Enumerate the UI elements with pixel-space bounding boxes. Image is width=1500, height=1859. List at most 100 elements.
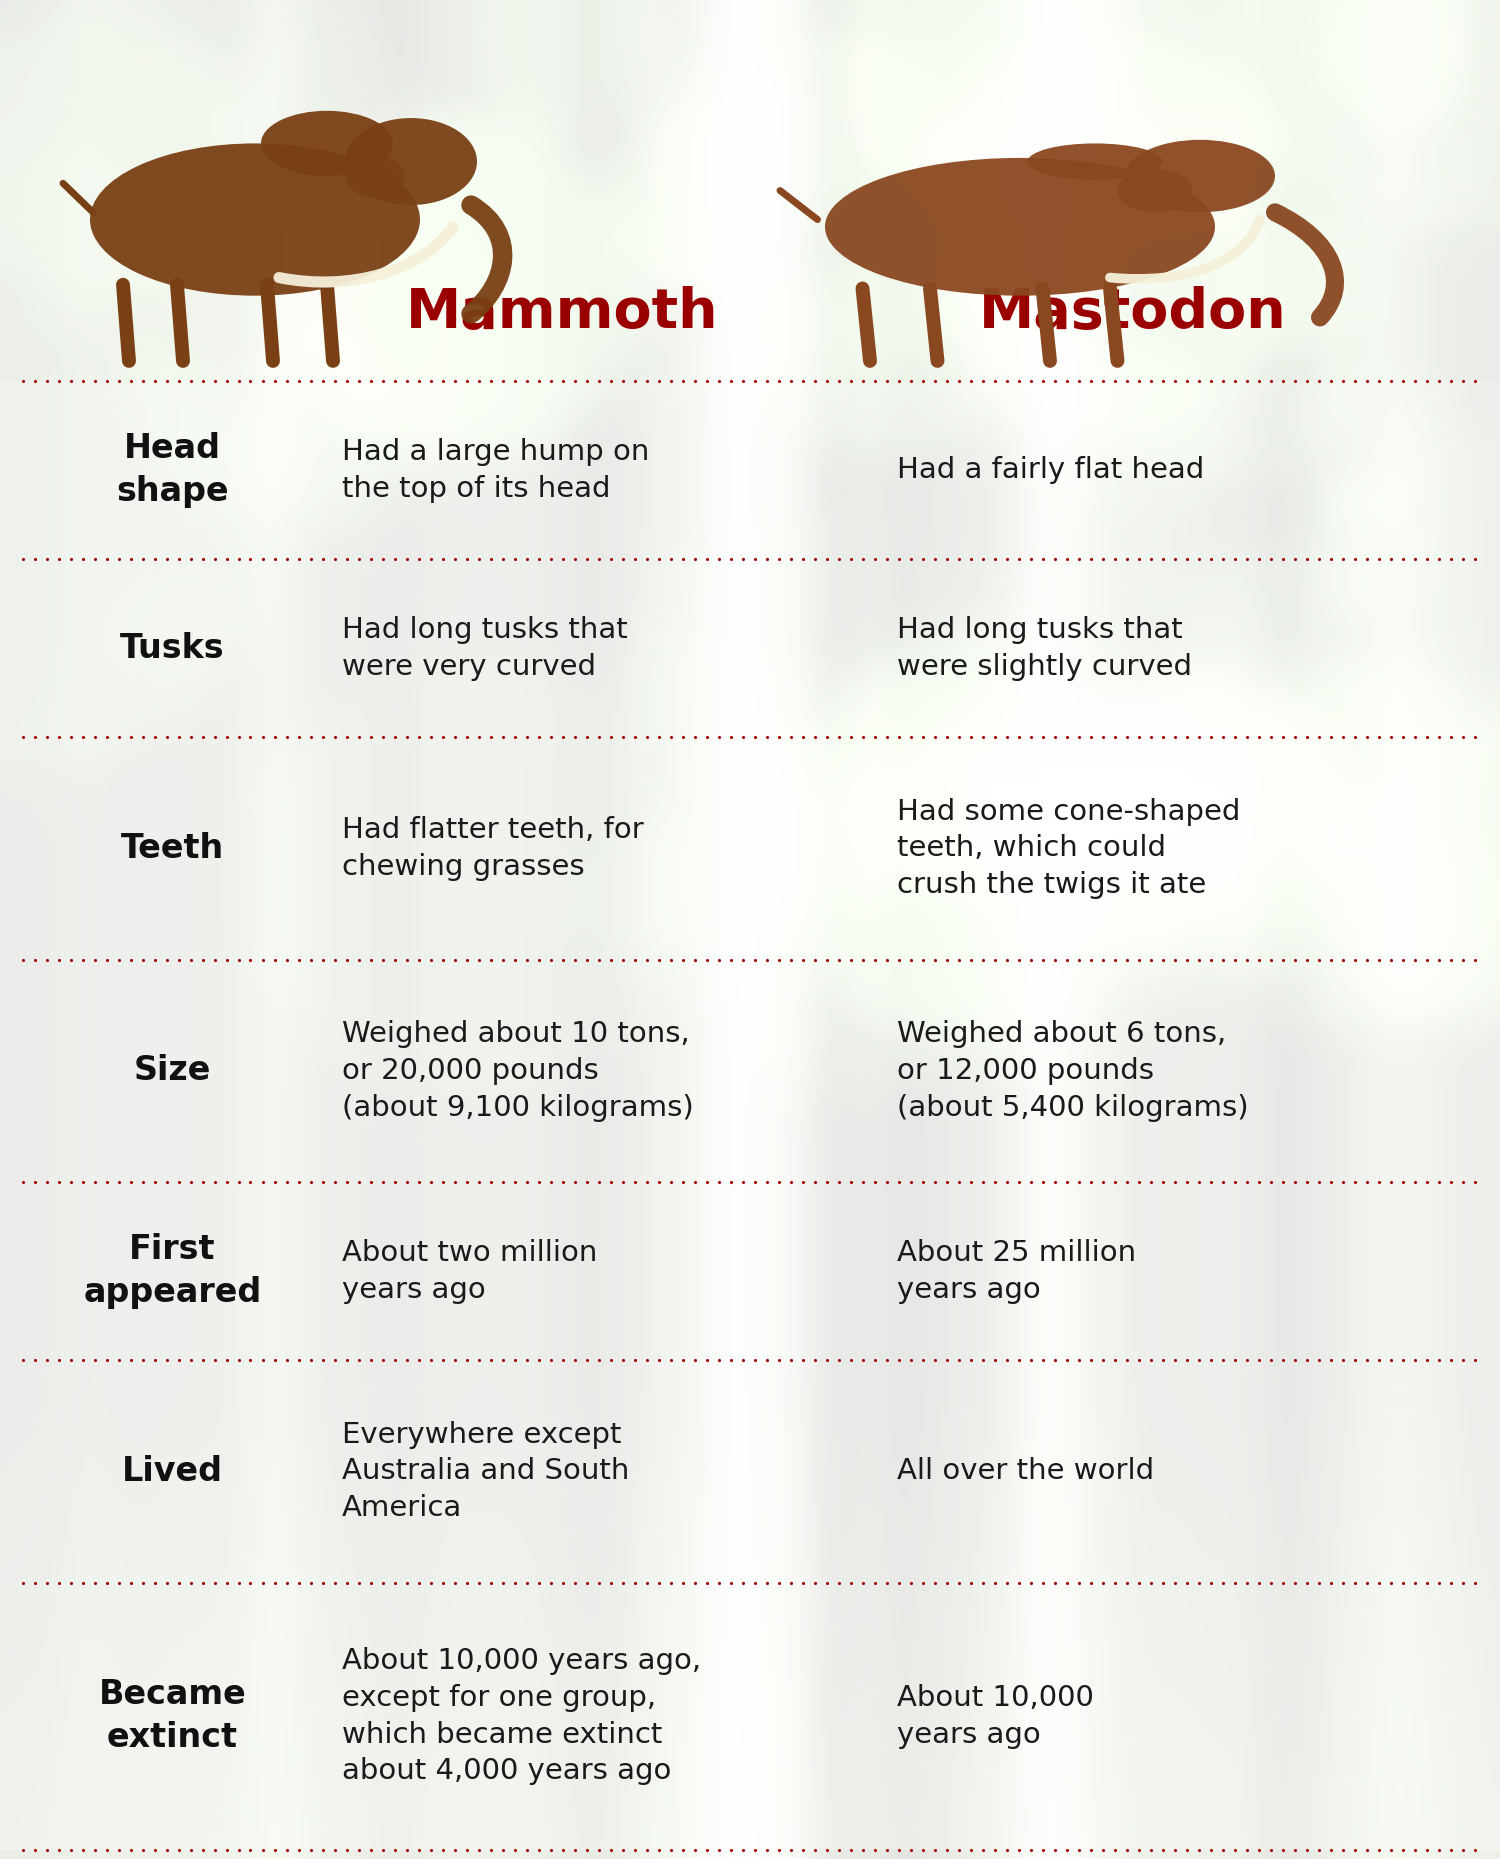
Point [1090, 545, 1114, 574]
Point [994, 723, 1018, 753]
Point [370, 723, 394, 753]
Point [1366, 1167, 1390, 1197]
Point [766, 366, 790, 396]
Point [658, 366, 682, 396]
Point [466, 1167, 490, 1197]
Point [430, 1167, 454, 1197]
Point [1174, 545, 1198, 574]
Ellipse shape [345, 119, 477, 204]
Point [58, 1835, 82, 1859]
Point [1294, 366, 1318, 396]
Point [226, 944, 251, 974]
Point [46, 944, 70, 974]
Point [322, 545, 346, 574]
Point [334, 1167, 358, 1197]
Point [346, 1346, 370, 1376]
Point [310, 1346, 334, 1376]
Point [166, 1346, 190, 1376]
Point [815, 723, 839, 753]
Point [466, 1346, 490, 1376]
Text: About two million
years ago: About two million years ago [342, 1238, 597, 1303]
Point [526, 944, 550, 974]
Point [22, 723, 46, 753]
Point [1019, 545, 1042, 574]
Text: Tusks: Tusks [120, 632, 225, 666]
Point [214, 545, 238, 574]
Point [1019, 366, 1042, 396]
Point [1390, 545, 1414, 574]
Point [1007, 723, 1031, 753]
Point [238, 1567, 262, 1597]
Point [682, 944, 706, 974]
Point [286, 944, 310, 974]
Point [874, 366, 898, 396]
Point [706, 1167, 730, 1197]
Point [718, 1835, 742, 1859]
Point [670, 366, 694, 396]
Point [130, 944, 154, 974]
Point [1330, 1346, 1354, 1376]
Point [202, 1835, 226, 1859]
Point [190, 366, 214, 396]
Point [274, 944, 298, 974]
Point [1162, 1346, 1186, 1376]
Point [442, 944, 466, 974]
Point [1150, 723, 1174, 753]
Point [1162, 1567, 1186, 1597]
Point [274, 723, 298, 753]
Point [346, 1835, 370, 1859]
Point [503, 1567, 526, 1597]
Point [1426, 1167, 1450, 1197]
Point [1318, 944, 1342, 974]
Point [874, 1567, 898, 1597]
Point [586, 545, 610, 574]
Point [238, 545, 262, 574]
Point [1030, 723, 1054, 753]
Point [922, 1346, 946, 1376]
Point [310, 1167, 334, 1197]
Point [646, 1346, 670, 1376]
Point [58, 1167, 82, 1197]
Point [370, 1346, 394, 1376]
Text: Had long tusks that
were very curved: Had long tusks that were very curved [342, 615, 627, 680]
Point [430, 944, 454, 974]
Point [226, 1567, 251, 1597]
Point [478, 723, 502, 753]
Point [202, 1167, 226, 1197]
Point [58, 366, 82, 396]
Point [646, 1167, 670, 1197]
Point [58, 944, 82, 974]
Point [262, 723, 286, 753]
Point [850, 1567, 874, 1597]
Point [490, 1835, 514, 1859]
Point [1258, 366, 1282, 396]
Point [466, 723, 490, 753]
Point [982, 944, 1006, 974]
Point [274, 1567, 298, 1597]
Point [382, 1835, 406, 1859]
Point [622, 1835, 646, 1859]
Point [1342, 1835, 1366, 1859]
Point [1174, 723, 1198, 753]
Point [658, 1167, 682, 1197]
Point [34, 1567, 58, 1597]
Point [586, 1835, 610, 1859]
Point [1270, 1835, 1294, 1859]
Point [34, 366, 58, 396]
Point [815, 1167, 839, 1197]
Point [646, 1835, 670, 1859]
Point [514, 1346, 538, 1376]
Point [1402, 944, 1426, 974]
Point [670, 1346, 694, 1376]
Point [251, 723, 274, 753]
Point [58, 1346, 82, 1376]
Point [154, 545, 178, 574]
Point [862, 545, 886, 574]
Point [70, 545, 94, 574]
Point [862, 723, 886, 753]
Point [1318, 366, 1342, 396]
Point [526, 1835, 550, 1859]
Point [1078, 1835, 1102, 1859]
Point [622, 366, 646, 396]
Bar [0, 738, 1500, 959]
